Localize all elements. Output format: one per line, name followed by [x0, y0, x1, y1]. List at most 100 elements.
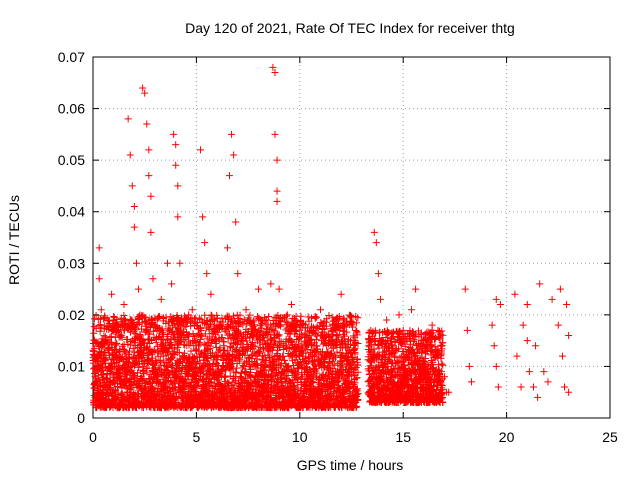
data-point: [197, 369, 205, 377]
data-point: [90, 329, 98, 337]
x-tick-label: 15: [395, 429, 411, 445]
data-point: [176, 372, 184, 380]
data-point: [185, 311, 193, 319]
data-point: [127, 338, 135, 346]
data-point: [113, 315, 121, 323]
x-tick-label: 5: [193, 429, 201, 445]
data-point: [144, 329, 152, 337]
x-tick-label: 25: [602, 429, 618, 445]
data-point: [96, 321, 104, 329]
data-point: [132, 326, 140, 334]
data-point: [112, 358, 120, 366]
data-point: [101, 312, 109, 320]
data-point: [190, 333, 198, 341]
data-point: [96, 327, 104, 335]
data-point: [118, 342, 126, 350]
data-point: [119, 392, 127, 400]
data-point: [176, 322, 184, 330]
data-point: [144, 356, 152, 364]
data-point: [313, 313, 321, 321]
data-point: [192, 346, 200, 354]
data-point: [113, 339, 121, 347]
data-point: [170, 380, 178, 388]
data-point: [107, 368, 115, 376]
data-point: [178, 402, 186, 410]
data-point: [143, 325, 151, 333]
y-tick-label: 0: [77, 410, 85, 426]
data-point: [196, 354, 204, 362]
data-point: [108, 355, 116, 363]
data-point: [196, 335, 204, 343]
data-point: [111, 379, 119, 387]
data-point: [144, 343, 152, 351]
data-point: [118, 390, 126, 398]
data-point: [189, 330, 197, 338]
data-point: [108, 366, 116, 374]
data-point: [98, 343, 106, 351]
data-point: [140, 313, 148, 321]
data-point: [146, 340, 154, 348]
data-point: [97, 306, 105, 314]
data-point: [207, 320, 215, 328]
data-point: [174, 344, 182, 352]
data-point: [134, 369, 142, 377]
data-point: [139, 360, 147, 368]
data-point: [206, 342, 214, 350]
data-point: [156, 312, 164, 320]
data-point: [175, 389, 183, 397]
data-point: [201, 311, 209, 319]
data-point: [197, 326, 205, 334]
data-point: [140, 376, 148, 384]
data-point: [161, 381, 169, 389]
data-point: [195, 314, 203, 322]
data-point: [175, 348, 183, 356]
data-point: [106, 319, 114, 327]
data-point: [126, 375, 134, 383]
data-point: [100, 370, 108, 378]
data-point: [171, 345, 179, 353]
data-point: [90, 345, 98, 353]
data-point: [126, 347, 134, 355]
data-point: [265, 313, 273, 321]
data-point: [117, 368, 125, 376]
x-tick-label: 10: [292, 429, 308, 445]
data-point: [102, 354, 110, 362]
data-point: [201, 330, 209, 338]
chart-title: Day 120 of 2021, Rate Of TEC Index for r…: [185, 20, 515, 36]
data-point: [438, 360, 446, 368]
data-point: [153, 359, 161, 367]
data-points: [89, 63, 573, 412]
data-point: [117, 376, 125, 384]
data-point: [352, 319, 360, 327]
data-point: [118, 333, 126, 341]
y-tick-label: 0.02: [58, 307, 85, 323]
data-point: [97, 324, 105, 332]
data-point: [210, 315, 218, 323]
data-point: [207, 338, 215, 346]
data-point: [130, 391, 137, 399]
data-point: [198, 332, 206, 340]
y-tick-label: 0.06: [58, 101, 85, 117]
y-axis: 00.010.020.030.040.050.060.07: [58, 49, 610, 426]
x-tick-label: 0: [89, 429, 97, 445]
data-point: [194, 378, 202, 386]
data-point: [182, 323, 190, 331]
data-point: [92, 312, 100, 320]
data-point: [116, 370, 124, 378]
x-axis: 0 5 10 15 20 25: [89, 57, 618, 445]
data-point: [101, 348, 109, 356]
data-point: [179, 328, 187, 336]
data-point: [206, 379, 214, 387]
data-point: [131, 349, 139, 357]
data-point: [162, 382, 170, 390]
y-tick-label: 0.07: [58, 49, 85, 65]
data-point: [193, 321, 201, 329]
data-point: [130, 353, 138, 361]
plot-area-frame: [92, 56, 611, 419]
data-point: [135, 364, 143, 372]
data-point: [139, 351, 147, 359]
data-point: [151, 359, 159, 367]
data-point: [147, 357, 155, 365]
data-point: [167, 354, 175, 362]
